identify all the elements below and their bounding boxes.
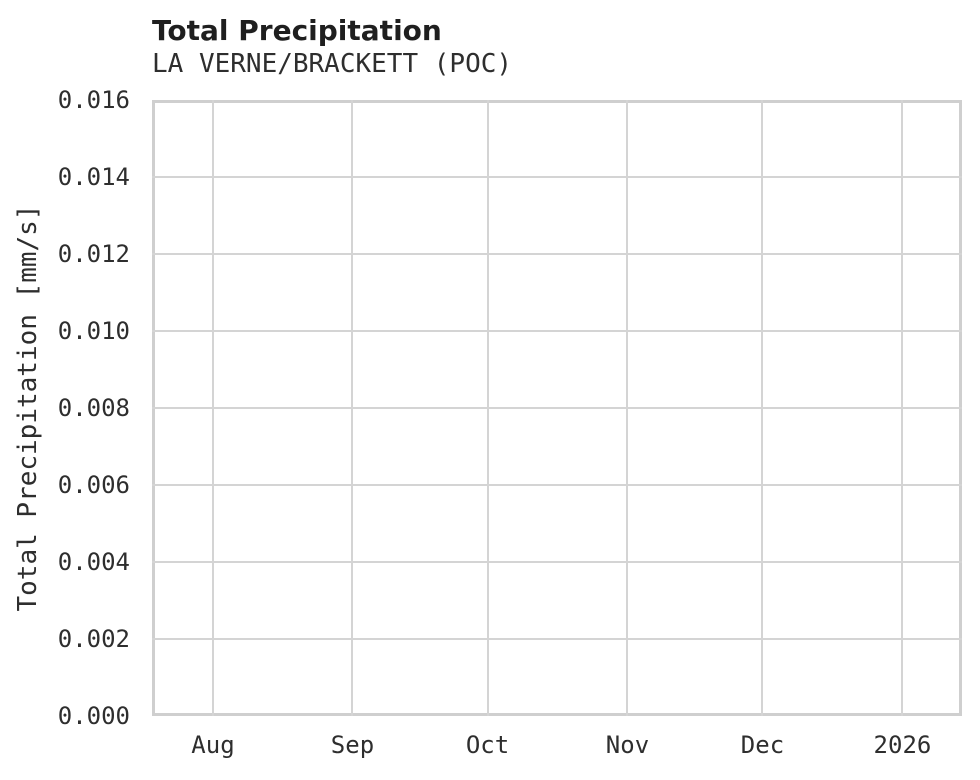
x-tick-label: Aug (191, 731, 235, 759)
plot-area (152, 100, 962, 716)
x-gridline (626, 100, 629, 716)
x-gridline (351, 100, 354, 716)
y-gridline (152, 484, 962, 486)
y-gridline (152, 176, 962, 178)
y-tick-label: 0.002 (57, 625, 130, 653)
x-gridline (211, 100, 214, 716)
x-tick-label: Sep (330, 731, 375, 759)
x-gridline (901, 100, 904, 716)
y-tick-label: 0.004 (57, 548, 130, 576)
y-tick-label: 0.010 (57, 317, 130, 345)
x-gridline (761, 100, 764, 716)
y-gridline (152, 330, 962, 332)
y-tick-label: 0.012 (57, 240, 130, 268)
x-tick-label: Oct (465, 731, 510, 759)
chart-title: Total Precipitation (152, 14, 442, 47)
y-tick-label: 0.008 (57, 394, 130, 422)
y-gridline (152, 638, 962, 640)
y-tick-label: 0.016 (57, 86, 130, 114)
chart-subtitle: LA VERNE/BRACKETT (POC) (152, 49, 513, 79)
x-tick-label: Dec (740, 731, 785, 759)
x-gridline (486, 100, 489, 716)
y-tick-label: 0.014 (57, 163, 130, 191)
y-tick-label: 0.006 (57, 471, 130, 499)
y-gridline (152, 253, 962, 255)
y-gridline (152, 561, 962, 563)
x-tick-label: Nov (605, 731, 650, 759)
y-tick-label: 0.000 (57, 702, 130, 730)
y-gridline (152, 407, 962, 409)
x-tick-label: 2026 (873, 731, 932, 759)
